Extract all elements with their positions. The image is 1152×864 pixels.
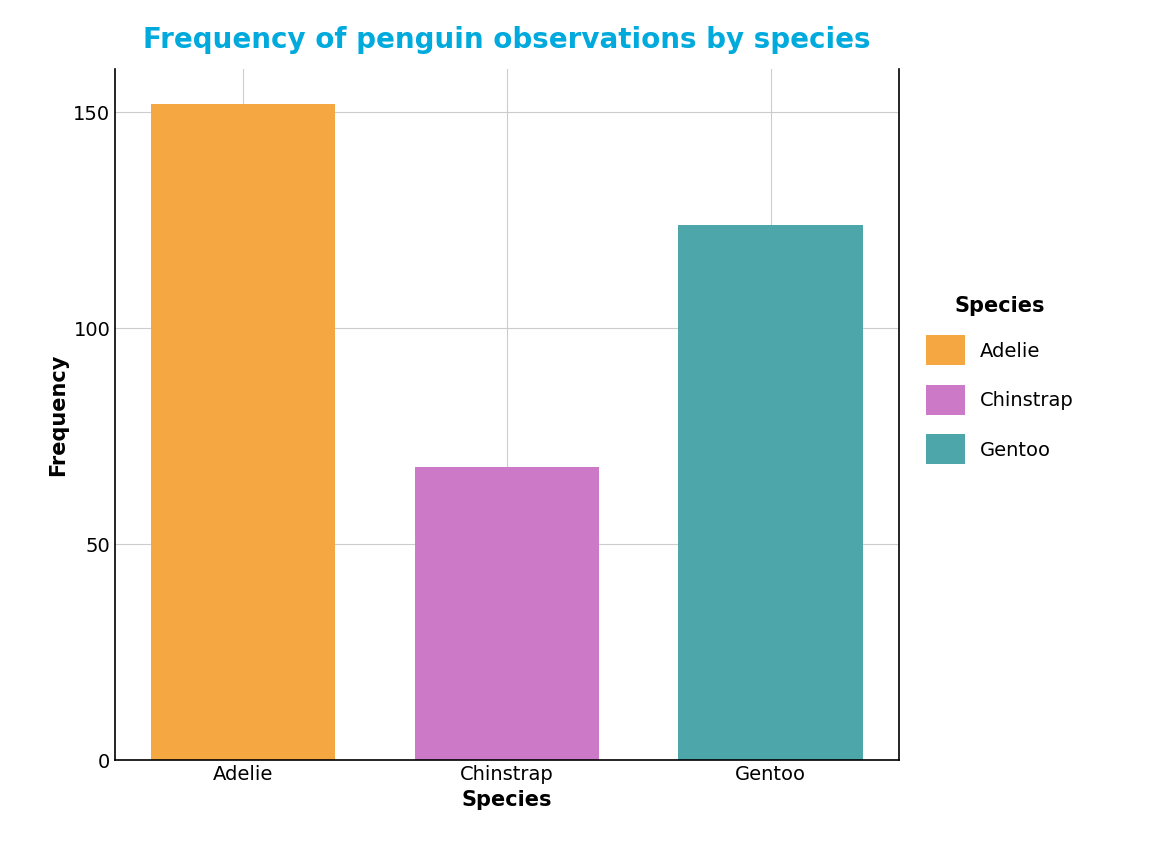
Bar [415, 467, 599, 760]
Bar [679, 225, 863, 760]
X-axis label: Species: Species [462, 790, 552, 810]
Legend: Adelie, Chinstrap, Gentoo: Adelie, Chinstrap, Gentoo [916, 286, 1084, 474]
Y-axis label: Frequency: Frequency [47, 353, 68, 476]
Title: Frequency of penguin observations by species: Frequency of penguin observations by spe… [143, 26, 871, 54]
Bar [151, 104, 335, 760]
